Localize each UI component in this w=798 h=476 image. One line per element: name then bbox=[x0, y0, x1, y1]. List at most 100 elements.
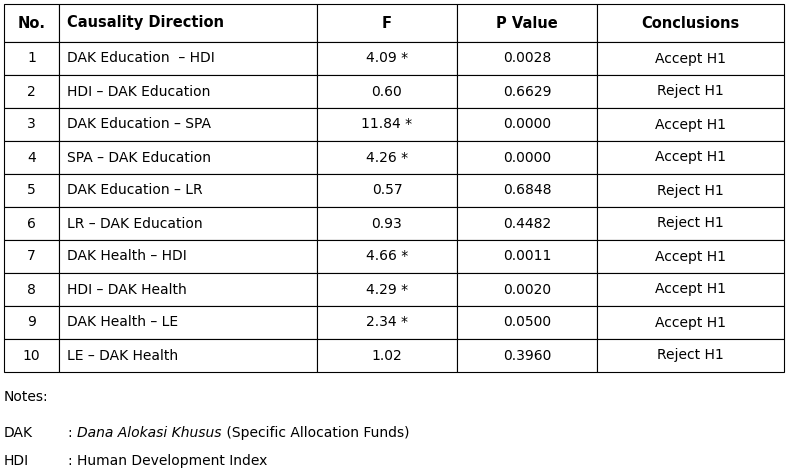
Bar bbox=[4, 4, 59, 42]
Bar bbox=[4, 108, 59, 141]
Text: Reject H1: Reject H1 bbox=[657, 85, 724, 99]
Text: Accept H1: Accept H1 bbox=[655, 150, 726, 165]
Bar bbox=[4, 306, 59, 339]
Bar bbox=[317, 75, 457, 108]
Text: No.: No. bbox=[18, 16, 45, 30]
Bar bbox=[597, 141, 784, 174]
Text: 4.29 *: 4.29 * bbox=[366, 282, 408, 297]
Bar bbox=[59, 174, 317, 207]
Text: DAK Health – HDI: DAK Health – HDI bbox=[67, 249, 187, 264]
Text: 0.0000: 0.0000 bbox=[503, 150, 551, 165]
Bar bbox=[4, 75, 59, 108]
Bar bbox=[59, 306, 317, 339]
Bar bbox=[4, 207, 59, 240]
Text: DAK Health – LE: DAK Health – LE bbox=[67, 316, 178, 329]
Bar bbox=[597, 108, 784, 141]
Text: DAK Education  – HDI: DAK Education – HDI bbox=[67, 51, 215, 66]
Text: 4.09 *: 4.09 * bbox=[366, 51, 408, 66]
Text: 0.0000: 0.0000 bbox=[503, 118, 551, 131]
Text: DAK: DAK bbox=[4, 426, 33, 440]
Text: Accept H1: Accept H1 bbox=[655, 118, 726, 131]
Text: 9: 9 bbox=[27, 316, 36, 329]
Text: Reject H1: Reject H1 bbox=[657, 348, 724, 363]
Bar bbox=[59, 42, 317, 75]
Text: 4.26 *: 4.26 * bbox=[366, 150, 408, 165]
Text: 4: 4 bbox=[27, 150, 36, 165]
Bar bbox=[597, 207, 784, 240]
Bar bbox=[597, 174, 784, 207]
Bar bbox=[317, 42, 457, 75]
Text: 0.4482: 0.4482 bbox=[503, 217, 551, 230]
Bar bbox=[597, 4, 784, 42]
Bar bbox=[457, 141, 597, 174]
Text: 0.57: 0.57 bbox=[372, 184, 402, 198]
Bar bbox=[457, 4, 597, 42]
Bar bbox=[317, 108, 457, 141]
Bar bbox=[317, 339, 457, 372]
Text: 0.0500: 0.0500 bbox=[503, 316, 551, 329]
Text: HDI – DAK Health: HDI – DAK Health bbox=[67, 282, 187, 297]
Text: 0.0020: 0.0020 bbox=[503, 282, 551, 297]
Bar bbox=[457, 240, 597, 273]
Bar bbox=[597, 42, 784, 75]
Bar bbox=[59, 108, 317, 141]
Text: Accept H1: Accept H1 bbox=[655, 249, 726, 264]
Bar bbox=[597, 240, 784, 273]
Text: Causality Direction: Causality Direction bbox=[67, 16, 224, 30]
Text: DAK Education – LR: DAK Education – LR bbox=[67, 184, 203, 198]
Text: Accept H1: Accept H1 bbox=[655, 282, 726, 297]
Text: Reject H1: Reject H1 bbox=[657, 217, 724, 230]
Bar bbox=[4, 141, 59, 174]
Text: LE – DAK Health: LE – DAK Health bbox=[67, 348, 178, 363]
Text: 0.0028: 0.0028 bbox=[503, 51, 551, 66]
Bar bbox=[457, 207, 597, 240]
Text: 0.93: 0.93 bbox=[372, 217, 402, 230]
Text: :: : bbox=[68, 426, 77, 440]
Text: 2: 2 bbox=[27, 85, 36, 99]
Bar bbox=[317, 207, 457, 240]
Text: 0.6848: 0.6848 bbox=[503, 184, 551, 198]
Text: 0.3960: 0.3960 bbox=[503, 348, 551, 363]
Text: Notes:: Notes: bbox=[4, 390, 49, 404]
Bar bbox=[457, 339, 597, 372]
Bar bbox=[457, 306, 597, 339]
Text: 8: 8 bbox=[27, 282, 36, 297]
Text: : Human Development Index: : Human Development Index bbox=[68, 454, 267, 468]
Bar bbox=[59, 141, 317, 174]
Bar bbox=[317, 174, 457, 207]
Text: Dana Alokasi Khusus: Dana Alokasi Khusus bbox=[77, 426, 222, 440]
Bar bbox=[457, 75, 597, 108]
Text: 0.0011: 0.0011 bbox=[503, 249, 551, 264]
Bar bbox=[317, 141, 457, 174]
Text: 5: 5 bbox=[27, 184, 36, 198]
Bar bbox=[59, 240, 317, 273]
Text: LR – DAK Education: LR – DAK Education bbox=[67, 217, 203, 230]
Bar bbox=[317, 240, 457, 273]
Bar bbox=[317, 4, 457, 42]
Bar bbox=[317, 306, 457, 339]
Text: 0.60: 0.60 bbox=[372, 85, 402, 99]
Bar bbox=[4, 240, 59, 273]
Text: 1: 1 bbox=[27, 51, 36, 66]
Text: Accept H1: Accept H1 bbox=[655, 316, 726, 329]
Text: P Value: P Value bbox=[496, 16, 558, 30]
Bar bbox=[59, 207, 317, 240]
Bar bbox=[4, 174, 59, 207]
Text: Conclusions: Conclusions bbox=[642, 16, 740, 30]
Bar bbox=[59, 4, 317, 42]
Text: 1.02: 1.02 bbox=[372, 348, 402, 363]
Text: (Specific Allocation Funds): (Specific Allocation Funds) bbox=[222, 426, 409, 440]
Text: 0.6629: 0.6629 bbox=[503, 85, 551, 99]
Text: HDI: HDI bbox=[4, 454, 29, 468]
Text: 4.66 *: 4.66 * bbox=[365, 249, 408, 264]
Bar bbox=[597, 306, 784, 339]
Text: 3: 3 bbox=[27, 118, 36, 131]
Bar bbox=[59, 273, 317, 306]
Text: DAK Education – SPA: DAK Education – SPA bbox=[67, 118, 211, 131]
Bar bbox=[59, 339, 317, 372]
Bar bbox=[457, 273, 597, 306]
Bar bbox=[597, 75, 784, 108]
Bar bbox=[317, 273, 457, 306]
Text: 11.84 *: 11.84 * bbox=[361, 118, 413, 131]
Text: Accept H1: Accept H1 bbox=[655, 51, 726, 66]
